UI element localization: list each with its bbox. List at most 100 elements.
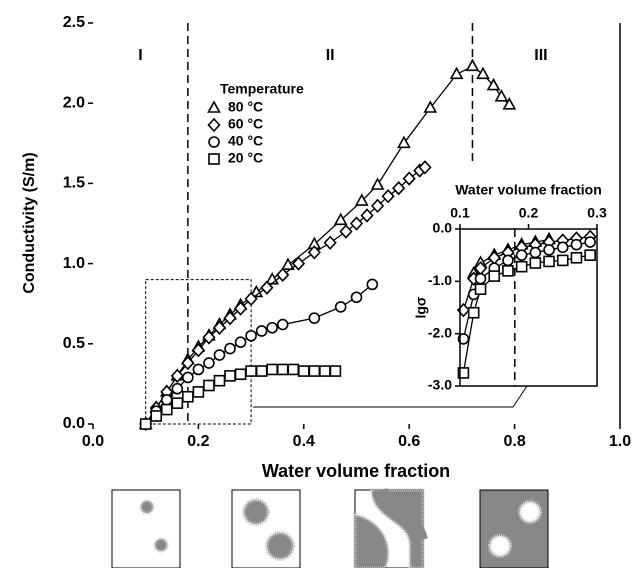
marker <box>287 363 300 376</box>
region-label: III <box>534 47 547 64</box>
marker <box>334 301 347 313</box>
marker <box>308 312 321 324</box>
marker <box>192 386 205 398</box>
x-tick-label: 0.1 <box>450 205 470 221</box>
plot-frame <box>459 228 598 387</box>
x-tick-label: 0.2 <box>519 205 539 221</box>
x-tick-label: 0.3 <box>587 205 607 221</box>
marker <box>423 100 438 113</box>
micelle <box>265 531 295 561</box>
legend-label: 80 °C <box>228 99 263 115</box>
x-axis-title: Water volume fraction <box>262 461 450 481</box>
schematics <box>111 487 549 568</box>
region-label: II <box>326 47 335 64</box>
marker <box>266 363 278 376</box>
marker <box>349 216 364 231</box>
channel <box>372 487 428 543</box>
zoom-connector <box>253 385 528 408</box>
marker <box>307 245 321 260</box>
marker <box>402 171 416 186</box>
marker <box>584 249 596 261</box>
marker <box>570 238 583 251</box>
marker <box>245 365 257 377</box>
marker <box>515 260 528 273</box>
marker <box>308 365 321 377</box>
marker <box>245 329 257 342</box>
marker <box>202 330 216 345</box>
marker <box>203 357 215 369</box>
y-tick-label: -1.0 <box>428 272 452 288</box>
marker <box>502 265 514 277</box>
marker <box>139 418 152 430</box>
y-tick-label: 0.0 <box>433 220 453 236</box>
marker <box>418 160 432 175</box>
marker <box>276 267 290 283</box>
marker <box>182 371 194 384</box>
legend-label: 20 °C <box>228 150 263 166</box>
marker <box>208 153 220 165</box>
reverse-micelle <box>488 534 512 558</box>
marker <box>457 333 470 345</box>
marker <box>182 390 194 403</box>
marker <box>234 368 247 381</box>
x-tick-label: 0.2 <box>187 433 209 450</box>
marker <box>397 135 411 149</box>
marker <box>224 370 236 382</box>
marker <box>233 301 248 316</box>
marker <box>474 272 487 285</box>
marker <box>360 208 374 223</box>
legend-label: 40 °C <box>228 133 263 149</box>
zoom-box <box>145 279 252 425</box>
region-label: I <box>138 47 142 64</box>
marker <box>171 382 184 395</box>
marker <box>207 100 221 113</box>
marker <box>392 181 406 196</box>
micelle <box>153 537 169 553</box>
y-tick-label: -3.0 <box>428 377 452 393</box>
plot-frame <box>92 22 621 425</box>
marker <box>319 365 331 377</box>
marker <box>212 320 227 335</box>
marker <box>255 365 268 377</box>
marker <box>370 198 385 214</box>
y-tick-label: 2.0 <box>63 94 85 111</box>
marker <box>255 325 268 337</box>
marker <box>457 367 470 379</box>
marker <box>276 363 289 376</box>
marker <box>370 177 385 190</box>
marker <box>494 89 509 102</box>
x-tick-label: 0.8 <box>503 433 525 450</box>
marker <box>449 66 464 80</box>
marker <box>260 280 274 295</box>
marker <box>333 212 348 226</box>
marker <box>181 355 195 371</box>
y-tick-label: -2.0 <box>428 324 452 340</box>
marker <box>543 244 555 256</box>
marker <box>234 336 247 348</box>
marker <box>191 343 205 358</box>
marker <box>570 251 583 264</box>
y-axis-title: Conductivity (S/m) <box>21 152 38 293</box>
legend-label: 60 °C <box>228 116 263 132</box>
schematic-box <box>479 489 549 568</box>
x-tick-label: 1.0 <box>609 433 631 450</box>
marker <box>381 189 395 204</box>
marker <box>354 193 369 206</box>
marker <box>224 342 236 355</box>
marker <box>323 235 337 250</box>
marker <box>150 410 163 422</box>
y-axis-title: lgσ <box>413 296 429 318</box>
marker <box>474 283 487 295</box>
marker <box>476 66 490 80</box>
y-tick-label: 0.5 <box>63 335 85 352</box>
marker <box>366 278 379 291</box>
y-tick-label: 1.0 <box>63 255 85 272</box>
marker <box>192 363 205 376</box>
y-tick-label: 1.5 <box>63 175 85 192</box>
x-tick-label: 0.4 <box>293 433 315 450</box>
marker <box>543 255 555 268</box>
marker <box>244 291 258 307</box>
marker <box>556 254 569 267</box>
micelle <box>139 499 155 515</box>
